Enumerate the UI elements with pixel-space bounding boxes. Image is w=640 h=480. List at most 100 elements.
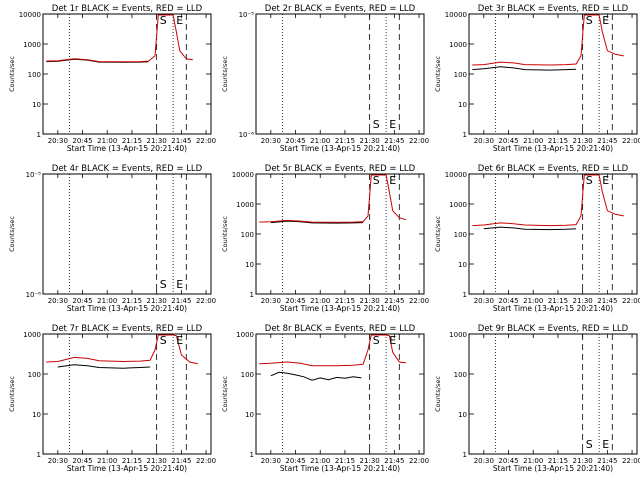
x-tick-label: 21:15: [122, 297, 142, 305]
x-tick-label: 20:30: [474, 297, 494, 305]
chart-title: Det 5r BLACK = Events, RED = LLD: [265, 164, 416, 174]
marker-s: S: [586, 438, 593, 451]
chart-title: Det 3r BLACK = Events, RED = LLD: [478, 4, 629, 14]
y-tick-label: 1: [37, 131, 41, 139]
y-tick-label: 1: [37, 451, 41, 459]
x-tick-label: 21:45: [597, 297, 617, 305]
x-tick-label: 21:00: [310, 137, 330, 145]
x-tick-label: 21:00: [523, 457, 543, 465]
marker-e: E: [389, 118, 396, 131]
x-tick-label: 21:15: [548, 137, 568, 145]
marker-s: S: [160, 14, 167, 27]
x-tick-label: 21:45: [597, 137, 617, 145]
y-tick-label: 10000: [445, 11, 467, 19]
chart-title: Det 7r BLACK = Events, RED = LLD: [52, 324, 203, 334]
x-axis-label: Start Time (13-Apr-15 20:21:40): [67, 304, 187, 313]
y-tick-label: 10000: [19, 11, 41, 19]
x-tick-label: 20:45: [498, 137, 518, 145]
y-tick-label: 10: [32, 411, 41, 419]
x-tick-label: 21:00: [310, 457, 330, 465]
x-tick-label: 21:30: [147, 297, 167, 305]
x-tick-label: 21:15: [548, 297, 568, 305]
x-tick-label: 21:00: [523, 297, 543, 305]
x-tick-label: 20:30: [261, 297, 281, 305]
x-tick-label: 20:45: [285, 297, 305, 305]
x-tick-label: 22:00: [196, 457, 216, 465]
x-tick-label: 20:45: [498, 297, 518, 305]
marker-e: E: [602, 174, 609, 187]
y-tick-label: 1000: [449, 331, 467, 339]
y-tick-label: 1: [250, 291, 254, 299]
x-tick-label: 21:30: [360, 297, 380, 305]
panel-det-9: Det 9r BLACK = Events, RED = LLD 20:30 20:…: [434, 324, 640, 473]
y-axis-label: Counts/sec: [8, 56, 16, 92]
panel-det-2: Det 2r BLACK = Events, RED = LLD 20:30 20:…: [221, 4, 429, 153]
x-tick-label: 20:30: [48, 297, 68, 305]
y-tick-label: 10⁻⁵: [239, 11, 255, 19]
marker-e: E: [176, 278, 183, 291]
x-axis-label: Start Time (13-Apr-15 20:21:40): [280, 144, 400, 153]
events-series-line: [270, 220, 364, 224]
marker-s: S: [586, 14, 593, 27]
y-tick-label: 10: [458, 261, 467, 269]
panel-det-6: Det 6r BLACK = Events, RED = LLD 20:30 20:…: [434, 164, 640, 313]
x-axis-label: Start Time (13-Apr-15 20:21:40): [493, 304, 613, 313]
events-series-line: [472, 66, 577, 71]
events-series-line: [483, 226, 577, 231]
lld-series-line: [259, 334, 406, 367]
x-tick-label: 21:45: [171, 457, 191, 465]
panel-det-7: Det 7r BLACK = Events, RED = LLD 20:30 20:…: [8, 324, 216, 473]
x-tick-label: 20:45: [72, 457, 92, 465]
chart-title: Det 1r BLACK = Events, RED = LLD: [52, 4, 203, 14]
y-tick-label: 100: [454, 231, 467, 239]
y-axis-label: Counts/sec: [221, 56, 229, 92]
x-tick-label: 20:45: [72, 137, 92, 145]
x-axis-label: Start Time (13-Apr-15 20:21:40): [67, 464, 187, 473]
marker-s: S: [373, 174, 380, 187]
x-tick-label: 22:00: [196, 137, 216, 145]
x-tick-label: 21:45: [384, 297, 404, 305]
lld-series-line: [259, 174, 407, 223]
x-tick-label: 20:45: [285, 137, 305, 145]
marker-e: E: [176, 14, 183, 27]
x-tick-label: 21:45: [597, 457, 617, 465]
x-tick-label: 21:45: [384, 457, 404, 465]
marker-s: S: [373, 118, 380, 131]
x-tick-label: 21:15: [122, 137, 142, 145]
x-tick-label: 20:45: [285, 457, 305, 465]
events-series-line: [57, 364, 151, 369]
y-axis-label: Counts/sec: [434, 216, 442, 252]
x-tick-label: 20:30: [474, 137, 494, 145]
y-tick-label: 1000: [23, 41, 41, 49]
x-tick-label: 21:30: [573, 457, 593, 465]
x-tick-label: 21:15: [548, 457, 568, 465]
y-axis-label: Counts/sec: [434, 376, 442, 412]
x-tick-label: 22:00: [196, 297, 216, 305]
y-tick-label: 1: [250, 451, 254, 459]
x-axis-label: Start Time (13-Apr-15 20:21:40): [280, 464, 400, 473]
x-tick-label: 20:30: [261, 137, 281, 145]
y-tick-label: 10⁻⁵: [26, 171, 42, 179]
y-tick-label: 1000: [236, 331, 254, 339]
x-tick-label: 21:45: [384, 137, 404, 145]
plot-frame: [42, 173, 212, 295]
y-tick-label: 10: [32, 101, 41, 109]
y-tick-label: 1000: [236, 201, 254, 209]
x-tick-label: 20:30: [48, 137, 68, 145]
x-tick-label: 21:45: [171, 137, 191, 145]
x-axis-label: Start Time (13-Apr-15 20:21:40): [67, 144, 187, 153]
x-tick-label: 22:00: [622, 457, 640, 465]
marker-e: E: [389, 174, 396, 187]
y-tick-label: 1000: [23, 331, 41, 339]
x-tick-label: 21:30: [573, 137, 593, 145]
lld-series-line: [46, 334, 198, 365]
marker-s: S: [160, 278, 167, 291]
marker-e: E: [602, 438, 609, 451]
x-tick-label: 21:30: [573, 297, 593, 305]
chart-title: Det 9r BLACK = Events, RED = LLD: [478, 324, 629, 334]
x-tick-label: 21:15: [335, 457, 355, 465]
plot-frame: [255, 13, 425, 135]
y-tick-label: 1: [463, 291, 467, 299]
y-tick-label: 100: [454, 71, 467, 79]
marker-e: E: [602, 14, 609, 27]
